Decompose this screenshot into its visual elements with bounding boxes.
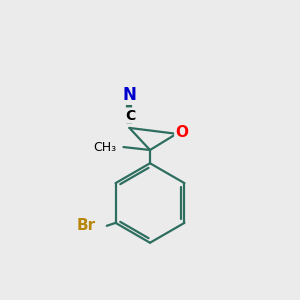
Text: O: O	[175, 125, 188, 140]
Text: C: C	[125, 109, 135, 122]
Text: Br: Br	[77, 218, 96, 233]
Text: CH₃: CH₃	[93, 141, 116, 154]
Text: N: N	[122, 85, 136, 103]
